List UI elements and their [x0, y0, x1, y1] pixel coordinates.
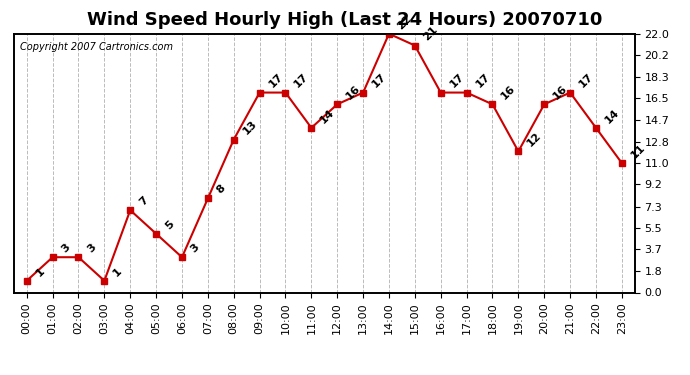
Text: 1: 1	[34, 266, 46, 278]
Text: 17: 17	[266, 72, 284, 90]
Text: 17: 17	[448, 72, 466, 90]
Text: 5: 5	[163, 219, 175, 231]
Text: 17: 17	[577, 72, 595, 90]
Text: 11: 11	[629, 142, 647, 160]
Text: 16: 16	[500, 83, 518, 102]
Text: 17: 17	[293, 72, 310, 90]
Text: 21: 21	[422, 25, 440, 43]
Text: 3: 3	[59, 242, 72, 255]
Text: 16: 16	[344, 83, 362, 102]
Text: 3: 3	[189, 242, 201, 255]
Text: 12: 12	[525, 130, 543, 148]
Text: 13: 13	[241, 119, 259, 137]
Text: 7: 7	[137, 195, 150, 207]
Text: 17: 17	[370, 72, 388, 90]
Text: 16: 16	[551, 83, 569, 102]
Text: 22: 22	[396, 13, 414, 31]
Text: 14: 14	[603, 107, 621, 125]
Text: Wind Speed Hourly High (Last 24 Hours) 20070710: Wind Speed Hourly High (Last 24 Hours) 2…	[88, 11, 602, 29]
Text: 1: 1	[111, 266, 124, 278]
Text: 3: 3	[86, 242, 98, 255]
Text: 8: 8	[215, 183, 228, 196]
Text: 17: 17	[473, 72, 491, 90]
Text: Copyright 2007 Cartronics.com: Copyright 2007 Cartronics.com	[20, 42, 173, 51]
Text: 14: 14	[318, 107, 337, 125]
